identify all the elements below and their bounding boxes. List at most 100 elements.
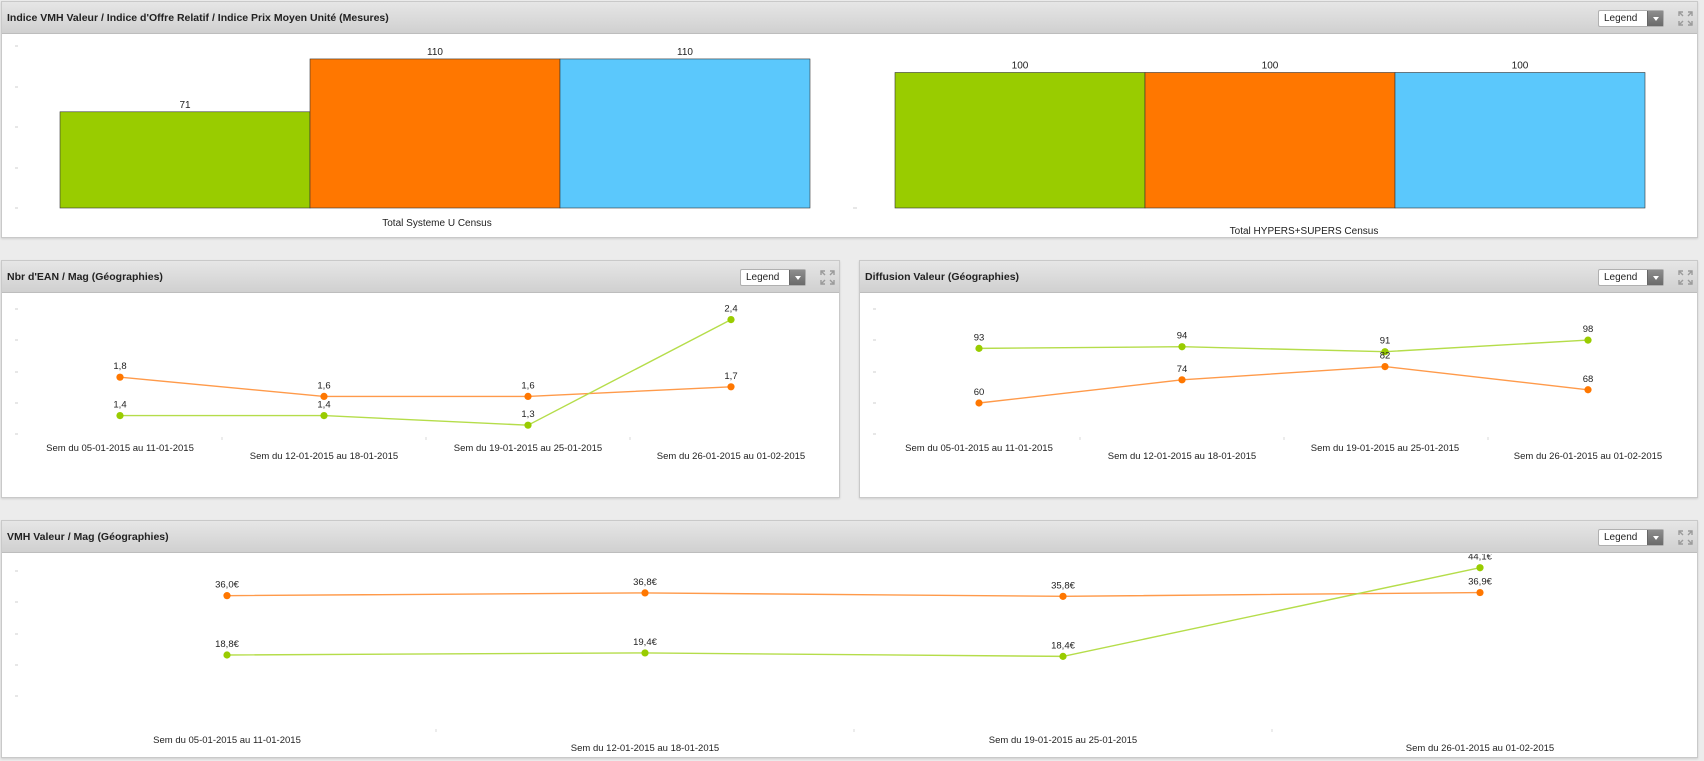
data-point: [975, 399, 983, 407]
data-label: 60: [974, 387, 985, 398]
line-chart-diffusion: 93 94 91 98 60 74 82 68 Sem du 05-01-2015 au 11-…: [873, 308, 1662, 462]
panel-nbr-ean: Nbr d'EAN / Mag (Géographies) Legend 1,8…: [1, 260, 840, 498]
legend-dropdown-label: Legend: [1604, 13, 1638, 24]
series-line: [978, 339, 1589, 353]
legend-dropdown-label: Legend: [746, 272, 780, 283]
bar-data-label: 71: [179, 100, 191, 111]
data-label: 74: [1177, 364, 1188, 375]
x-tick-label: Sem du 05-01-2015 au 11-01-2015: [46, 443, 194, 454]
x-tick-label: Sem du 26-01-2015 au 01-02-2015: [1514, 451, 1662, 462]
line-chart-ean: 1,8 1,6 1,6 1,7 1,4 1,4 1,3 2,4 Sem du 05-01-201…: [15, 304, 805, 462]
expand-icon[interactable]: [1678, 11, 1693, 26]
data-point: [641, 649, 649, 657]
bar: [59, 111, 311, 209]
panel-header: Indice VMH Valeur / Indice d'Offre Relat…: [2, 2, 1697, 34]
chevron-down-icon: [789, 270, 805, 285]
data-label: 35,8€: [1051, 580, 1075, 591]
data-point: [1059, 592, 1067, 600]
bar-chart: 71 110 110 100 100 100 Total Systeme U Census T…: [15, 45, 1646, 237]
x-tick-label: Sem du 26-01-2015 au 01-02-2015: [1406, 743, 1554, 754]
data-label: 36,0€: [215, 580, 239, 591]
data-point: [1178, 376, 1186, 384]
data-point: [524, 392, 532, 400]
chevron-down-icon: [1647, 270, 1663, 285]
data-point: [116, 373, 124, 381]
panel-header: VMH Valeur / Mag (Géographies) Legend: [2, 521, 1697, 553]
data-label: 1,6: [521, 380, 534, 391]
series-line: [226, 591, 1481, 598]
legend-dropdown-label: Legend: [1604, 272, 1638, 283]
legend-dropdown[interactable]: Legend: [1598, 529, 1664, 546]
expand-icon[interactable]: [1678, 270, 1693, 285]
data-label: 44,1€: [1468, 554, 1492, 563]
data-point: [1178, 343, 1186, 351]
data-label: 36,9€: [1468, 577, 1492, 588]
data-label: 68: [1583, 374, 1594, 385]
data-point: [524, 421, 532, 429]
x-tick-label: Sem du 26-01-2015 au 01-02-2015: [657, 451, 805, 462]
line-chart-vmh: 36,0€ 36,8€ 35,8€ 36,9€ 18,8€ 19,4€ 18,4€ 44,1€…: [15, 554, 1554, 754]
panel-header: Diffusion Valeur (Géographies) Legend: [860, 261, 1697, 293]
expand-icon[interactable]: [820, 270, 835, 285]
data-label: 1,4: [113, 400, 126, 411]
series-line: [978, 365, 1589, 404]
x-tick-label: Sem du 05-01-2015 au 11-01-2015: [905, 443, 1053, 454]
panel-title: VMH Valeur / Mag (Géographies): [7, 531, 169, 543]
data-point: [223, 651, 231, 659]
legend-dropdown[interactable]: Legend: [740, 269, 806, 286]
x-tick-label: Sem du 12-01-2015 au 18-01-2015: [250, 451, 398, 462]
data-label: 2,4: [724, 304, 737, 315]
x-tick-label: Sem du 12-01-2015 au 18-01-2015: [571, 743, 719, 754]
panel-title: Diffusion Valeur (Géographies): [865, 271, 1020, 283]
data-point: [727, 316, 735, 324]
data-label: 1,8: [113, 361, 126, 372]
bar-data-label: 100: [1012, 61, 1029, 72]
x-tick-label: Sem du 19-01-2015 au 25-01-2015: [454, 443, 602, 454]
x-tick-label: Sem du 05-01-2015 au 11-01-2015: [153, 735, 301, 746]
panel-title: Nbr d'EAN / Mag (Géographies): [7, 271, 163, 283]
legend-dropdown[interactable]: Legend: [1598, 10, 1664, 27]
data-point: [1381, 362, 1389, 371]
data-label: 18,4€: [1051, 640, 1075, 651]
data-label: 1,6: [317, 380, 330, 391]
data-label: 91: [1380, 336, 1391, 347]
legend-dropdown-label: Legend: [1604, 532, 1638, 543]
data-label: 18,8€: [215, 639, 239, 650]
data-point: [1584, 336, 1592, 344]
data-label: 93: [974, 332, 985, 343]
data-point: [1584, 386, 1592, 394]
group-label: Total HYPERS+SUPERS Census: [1230, 226, 1379, 237]
series-line: [226, 567, 1481, 658]
bar: [1144, 72, 1396, 209]
x-tick-label: Sem du 19-01-2015 au 25-01-2015: [989, 735, 1137, 746]
data-point: [116, 412, 124, 420]
bar-data-label: 100: [1262, 61, 1279, 72]
bar-data-label: 100: [1512, 61, 1529, 72]
data-point: [320, 392, 328, 400]
data-point: [641, 589, 649, 597]
bar-data-label: 110: [427, 47, 443, 58]
bar: [309, 58, 561, 209]
bar: [894, 72, 1146, 209]
panel-title: Indice VMH Valeur / Indice d'Offre Relat…: [7, 12, 389, 24]
chevron-down-icon: [1647, 530, 1663, 545]
data-label: 19,4€: [633, 637, 657, 648]
series-line: [119, 376, 732, 398]
bar: [1394, 72, 1646, 209]
data-label: 1,3: [521, 409, 534, 420]
data-point: [320, 412, 328, 420]
legend-dropdown[interactable]: Legend: [1598, 269, 1664, 286]
expand-icon[interactable]: [1678, 530, 1693, 545]
data-point: [1059, 652, 1067, 660]
group-label: Total Systeme U Census: [382, 218, 492, 229]
data-label: 82: [1380, 351, 1391, 362]
data-point: [1476, 564, 1484, 572]
x-tick-label: Sem du 12-01-2015 au 18-01-2015: [1108, 451, 1256, 462]
data-label: 94: [1177, 331, 1188, 342]
data-point: [223, 592, 231, 600]
data-label: 36,8€: [633, 577, 657, 588]
data-label: 98: [1583, 324, 1594, 335]
panel-vmh: VMH Valeur / Mag (Géographies) Legend 36…: [1, 520, 1698, 758]
bar-data-label: 110: [677, 47, 693, 58]
panel-diffusion: Diffusion Valeur (Géographies) Legend 93…: [859, 260, 1698, 498]
